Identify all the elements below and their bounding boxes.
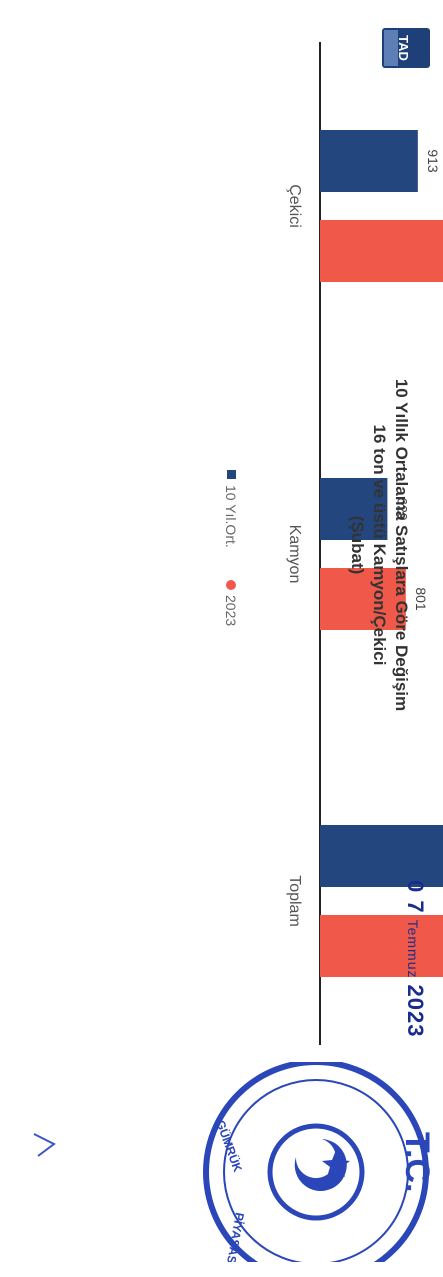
plot-area: 9131.9686298011.5422.769 +%115+%27+%80 Ç… [223, 42, 443, 1045]
category-label: Çekici [286, 184, 303, 228]
legend-label: 2023 [223, 595, 239, 626]
stamp-month: Temmuz [405, 919, 421, 979]
logo-text: TAD [396, 35, 411, 61]
bar-value-label: 629 [394, 497, 410, 521]
bar-year-2023-0 [320, 220, 443, 282]
category-labels-group: Çekici Kamyon Toplam [286, 184, 303, 927]
bar-year-2023-1 [320, 568, 406, 630]
chart-title: 10 Yıllık Ortalama Satışlara Göre Değişi… [392, 379, 411, 711]
bars-group [320, 130, 443, 977]
bar-ten-year-avg-1 [320, 478, 388, 540]
bar-ten-year-avg-0 [320, 130, 418, 192]
category-label: Toplam [286, 875, 303, 927]
bar-value-label: 913 [425, 149, 441, 173]
bar-ten-year-avg-2 [320, 825, 443, 887]
chart-subtitle: 16 ton ve üstü Kamyon/Çekici [370, 425, 389, 666]
title-group: 10 Yıllık Ortalama Satışlara Göre Değişi… [348, 379, 411, 711]
svg-text:T.C.: T.C. [398, 1132, 436, 1192]
svg-text:GÜMRÜK: GÜMRÜK [213, 1118, 246, 1174]
change-label: +%27 [442, 523, 443, 564]
bar-value-label: 801 [413, 587, 429, 611]
stamp-day: 0 7 [403, 880, 428, 914]
chart-subtitle-2: (Şubat) [348, 516, 367, 575]
stamp-year: 2023 [403, 984, 428, 1038]
official-seal: T.C. GÜMRÜK PİYASASI [203, 1062, 436, 1262]
date-stamp: 0 7 Temmuz 2023 [392, 880, 432, 1080]
tad-logo: TAD [382, 28, 430, 68]
legend-swatch [227, 470, 236, 479]
bar-labels-group: 9131.9686298011.5422.769 [394, 149, 441, 611]
change-labels-group: +%115+%27+%80 [442, 523, 443, 564]
category-label: Kamyon [286, 525, 303, 584]
bar-year-2023-2 [320, 915, 443, 977]
legend: 10 Yıl.Ort. 2023 [223, 470, 239, 626]
legend-swatch [226, 580, 236, 590]
legend-label: 10 Yıl.Ort. [223, 485, 239, 548]
pen-mark [33, 1133, 56, 1157]
